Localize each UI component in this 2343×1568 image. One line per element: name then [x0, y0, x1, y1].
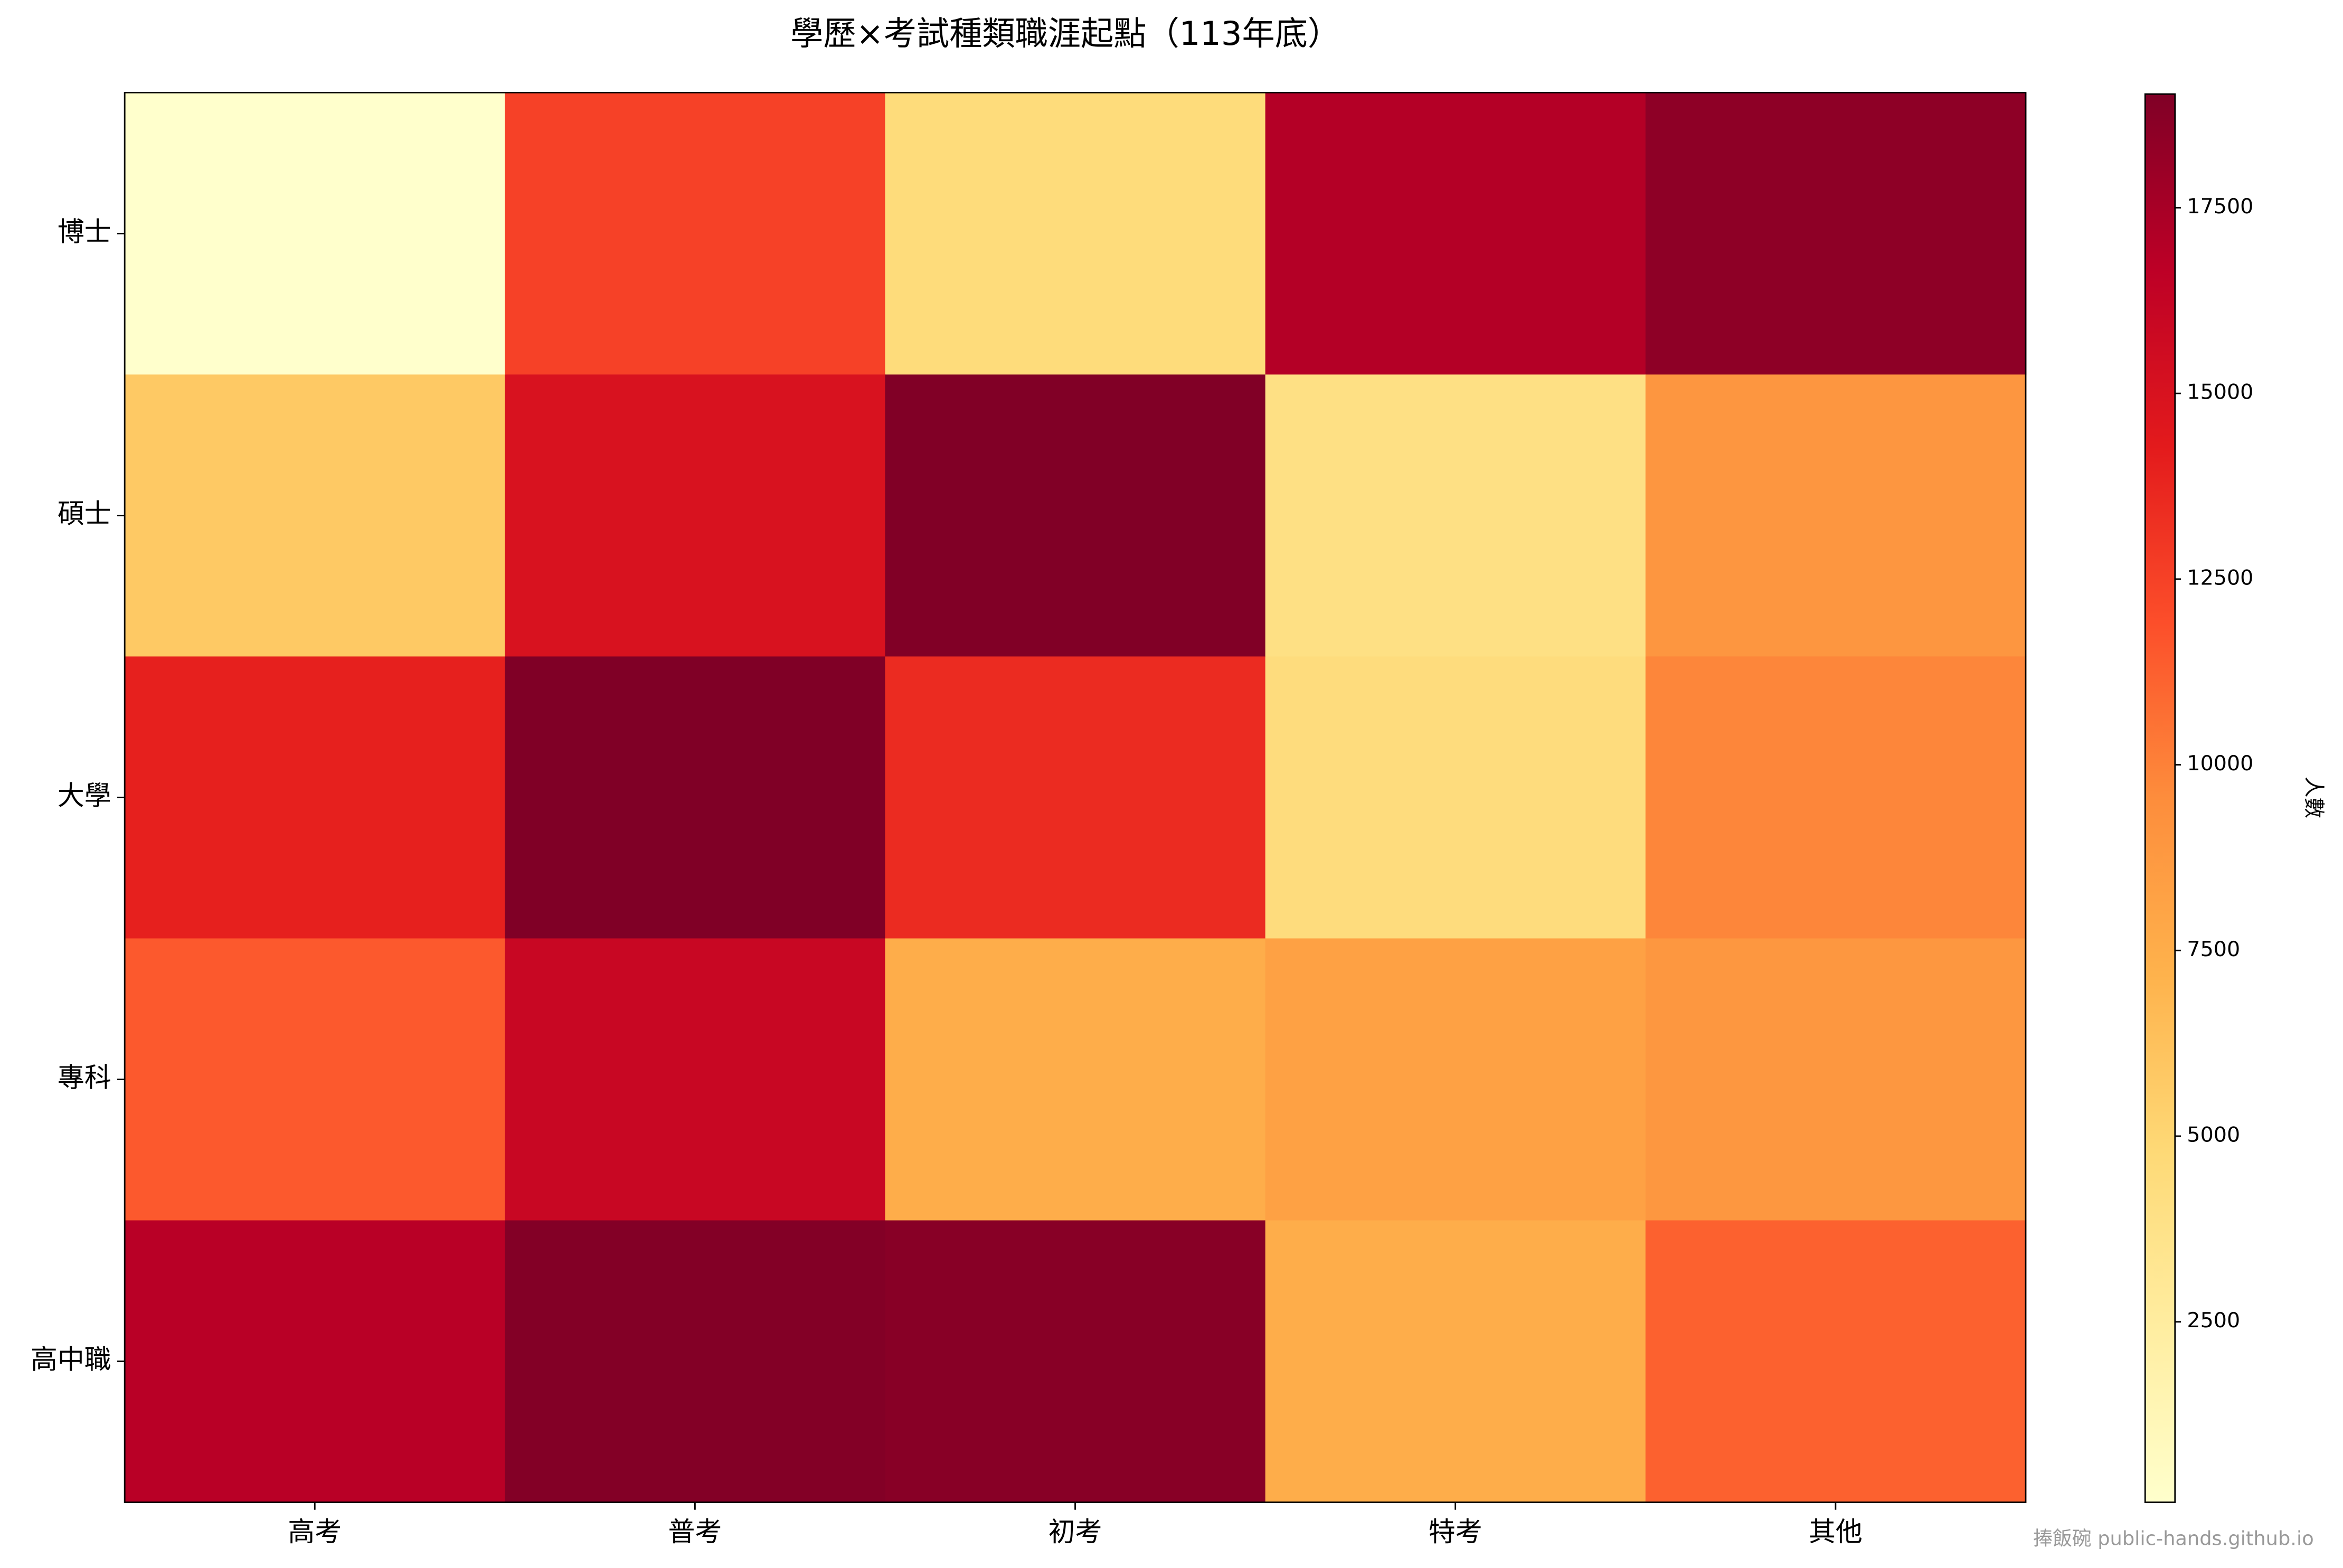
heatmap-cell: [1265, 1220, 1647, 1503]
chart-title: 學歷×考試種類職涯起點（113年底）: [790, 14, 1340, 53]
colorbar-tick-label: 2500: [2187, 1308, 2240, 1333]
x-tick-label: 高考: [288, 1517, 342, 1548]
y-tick-label: 博士: [58, 216, 111, 248]
colorbar-tick-label: 10000: [2187, 751, 2253, 776]
x-tick-label: 普考: [668, 1517, 722, 1548]
heatmap-cell: [125, 374, 506, 657]
heatmap-cell: [1645, 656, 2027, 939]
heatmap-cell: [1645, 1220, 2027, 1503]
heatmap-cell: [505, 938, 886, 1221]
heatmap-cell: [505, 374, 886, 657]
y-tick-label: 大學: [58, 780, 111, 811]
heatmap-cell: [505, 92, 886, 375]
heatmap-cell: [1265, 92, 1647, 375]
watermark: 捧飯碗 public-hands.github.io: [2033, 1527, 2314, 1550]
heatmap-cell: [1645, 374, 2027, 657]
heatmap-cell: [125, 92, 506, 375]
y-tick-label: 碩士: [58, 498, 111, 530]
heatmap-cell: [125, 1220, 506, 1503]
colorbar-tick-label: 5000: [2187, 1122, 2240, 1147]
heatmap-cell: [1265, 374, 1647, 657]
heatmap-cell: [1265, 938, 1647, 1221]
heatmap-cell: [1265, 656, 1647, 939]
heatmap-cell: [505, 656, 886, 939]
y-tick-label: 專科: [58, 1062, 111, 1093]
heatmap-cell: [125, 938, 506, 1221]
colorbar-tick-label: 15000: [2187, 380, 2253, 404]
heatmap-cell: [1645, 92, 2027, 375]
y-tick-label: 高中職: [31, 1345, 111, 1376]
x-tick-label: 其他: [1809, 1517, 1863, 1548]
colorbar-label: 人數: [2302, 777, 2326, 818]
heatmap-cell: [125, 656, 506, 939]
x-tick-label: 初考: [1048, 1517, 1102, 1548]
x-tick-label: 特考: [1429, 1517, 1482, 1548]
colorbar-tick-label: 12500: [2187, 565, 2253, 590]
heatmap-cell: [885, 938, 1267, 1221]
heatmap-cell: [505, 1220, 886, 1503]
colorbar-tick-label: 17500: [2187, 194, 2253, 219]
colorbar-tick-label: 7500: [2187, 937, 2240, 961]
heatmap-cell: [1645, 938, 2027, 1221]
heatmap-cell: [885, 374, 1267, 657]
heatmap-cell: [885, 656, 1267, 939]
heatmap-cell: [885, 92, 1267, 375]
heatmap-cell: [885, 1220, 1267, 1503]
colorbar: [2144, 93, 2176, 1503]
